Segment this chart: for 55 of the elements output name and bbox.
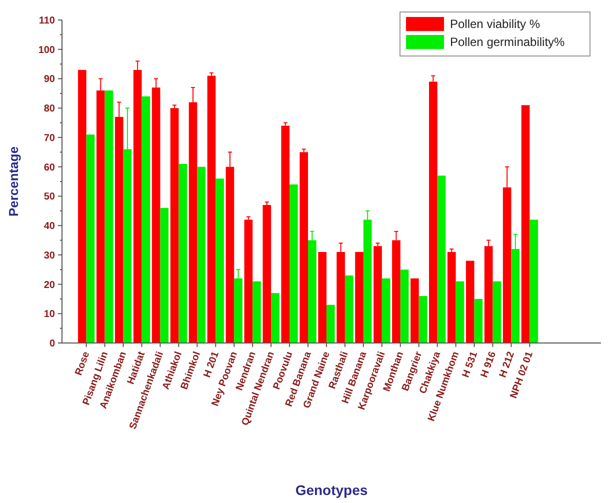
x-axis-title: Genotypes [295,482,368,498]
x-tick-label: Rose [73,350,92,378]
legend-label: Pollen germinability% [450,35,566,50]
bar [318,252,326,343]
legend-label: Pollen viability % [450,17,540,32]
bar [216,178,224,343]
bar [456,281,464,343]
bar [300,152,308,343]
bar [178,164,187,343]
bar [252,281,261,343]
y-axis-title: Percentage [6,146,21,217]
y-tick-label: 100 [38,44,56,56]
bar [400,270,409,343]
bar [197,166,206,343]
y-tick-label: 90 [44,74,56,86]
y-tick-label: 80 [44,104,56,115]
x-tick-label: H 212 [498,350,518,380]
y-tick-label: 50 [44,192,56,203]
bar [530,220,538,343]
bar [86,134,95,343]
bar [447,252,456,343]
bar [474,298,483,343]
x-tick-label: H 916 [479,350,499,380]
bar [410,278,419,343]
bar [326,304,335,343]
bar [271,293,280,343]
bar [374,246,382,343]
bar [290,184,298,343]
y-tick-label: 70 [44,132,56,144]
bar [244,220,253,343]
y-tick-label: 60 [44,162,56,174]
y-tick-label: 0 [49,338,56,350]
bar [104,90,114,343]
bar [355,252,364,343]
bar [382,278,390,343]
x-tick-label: H 201 [202,350,222,380]
y-tick-label: 40 [44,221,56,232]
bar [160,208,169,343]
bar [437,176,446,343]
bar [281,126,290,343]
y-tick-label: 20 [44,280,56,291]
y-tick-label: 10 [44,309,56,320]
bar [142,96,150,343]
bar [262,204,272,343]
bar [418,296,428,343]
bar [492,281,502,343]
bar [170,108,179,343]
y-tick-label: 30 [44,250,56,262]
bar [466,260,474,343]
bar [207,76,216,343]
x-tick-label: H 531 [460,350,480,380]
bar [78,70,86,343]
y-tick-label: 110 [38,16,56,26]
bar [344,275,354,343]
bar [521,105,530,343]
